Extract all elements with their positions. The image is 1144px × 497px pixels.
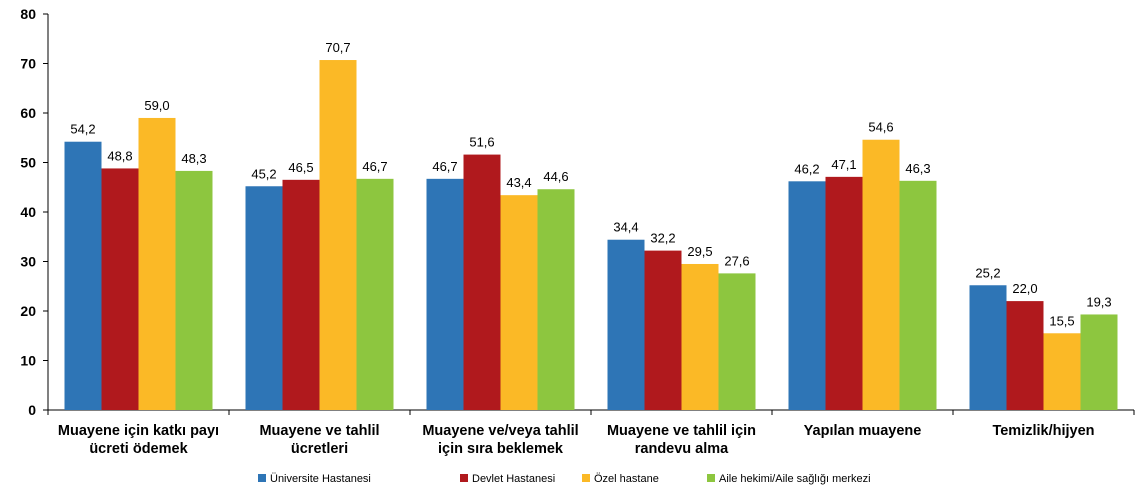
bar <box>862 139 900 411</box>
x-category-label: Yapılan muayene <box>804 423 922 439</box>
data-label: 25,2 <box>975 265 1000 280</box>
data-label: 46,7 <box>432 159 457 174</box>
data-label: 44,6 <box>543 169 568 184</box>
y-tick-label: 0 <box>28 402 36 418</box>
bar <box>64 141 102 410</box>
bar <box>138 117 176 410</box>
bar <box>500 195 538 410</box>
bar <box>969 285 1007 410</box>
legend-label: Üniversite Hastanesi <box>270 473 371 485</box>
legend-label: Özel hastane <box>594 473 659 485</box>
legend-swatch <box>460 474 468 482</box>
bar <box>681 263 719 410</box>
data-label: 47,1 <box>831 157 856 172</box>
bar <box>899 180 937 410</box>
data-label: 70,7 <box>325 40 350 55</box>
bar <box>1043 333 1081 410</box>
x-category-label: Muayene ve tahlil <box>259 423 379 439</box>
bar <box>607 239 645 410</box>
bar <box>101 168 139 410</box>
x-category-label: Muayene ve tahlil için <box>607 423 756 439</box>
data-label: 59,0 <box>144 98 169 113</box>
bar <box>537 189 575 410</box>
bar <box>175 170 213 410</box>
bar <box>788 181 826 410</box>
y-tick-label: 60 <box>20 105 36 121</box>
data-label: 46,3 <box>905 161 930 176</box>
bar <box>463 154 501 410</box>
data-label: 46,2 <box>794 161 819 176</box>
y-tick-label: 70 <box>20 56 36 72</box>
y-tick-label: 50 <box>20 155 36 171</box>
y-tick-label: 30 <box>20 254 36 270</box>
data-label: 32,2 <box>650 231 675 246</box>
y-tick-label: 80 <box>20 6 36 22</box>
data-label: 51,6 <box>469 135 494 150</box>
legend-label: Aile hekimi/Aile sağlığı merkezi <box>719 473 871 485</box>
data-label: 54,6 <box>868 120 893 135</box>
x-category-label: ücretleri <box>291 441 348 457</box>
data-label: 46,7 <box>362 159 387 174</box>
data-label: 43,4 <box>506 175 531 190</box>
bar <box>319 60 357 410</box>
y-tick-label: 20 <box>20 303 36 319</box>
x-category-label: için sıra beklemek <box>438 441 564 457</box>
y-tick-label: 40 <box>20 204 36 220</box>
data-label: 19,3 <box>1086 294 1111 309</box>
data-label: 15,5 <box>1049 313 1074 328</box>
bar <box>1006 301 1044 410</box>
data-label: 29,5 <box>687 244 712 259</box>
data-label: 45,2 <box>251 166 276 181</box>
x-category-label: Temizlik/hijyen <box>992 423 1094 439</box>
bar <box>426 178 464 410</box>
data-label: 48,8 <box>107 148 132 163</box>
x-category-label: Muayene için katkı payı <box>58 423 219 439</box>
data-label: 34,4 <box>613 220 638 235</box>
legend-swatch <box>582 474 590 482</box>
data-label: 27,6 <box>724 253 749 268</box>
y-tick-label: 10 <box>20 353 36 369</box>
x-category-label: ücreti ödemek <box>89 441 188 457</box>
bar <box>245 186 283 410</box>
data-label: 54,2 <box>70 122 95 137</box>
bar <box>356 178 394 410</box>
x-category-label: Muayene ve/veya tahlil <box>422 423 578 439</box>
legend-swatch <box>258 474 266 482</box>
x-category-label: randevu alma <box>635 441 729 457</box>
data-label: 48,3 <box>181 151 206 166</box>
legend-swatch <box>707 474 715 482</box>
bar <box>1080 314 1118 410</box>
data-label: 22,0 <box>1012 281 1037 296</box>
bar <box>282 179 320 410</box>
bar <box>644 250 682 410</box>
bar <box>718 273 756 410</box>
data-label: 46,5 <box>288 160 313 175</box>
bar <box>825 176 863 410</box>
legend-label: Devlet Hastanesi <box>472 473 555 485</box>
